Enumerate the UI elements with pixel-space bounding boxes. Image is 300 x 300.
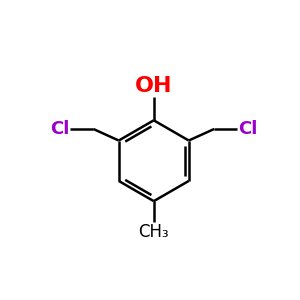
Text: Cl: Cl (50, 120, 69, 138)
Text: CH₃: CH₃ (138, 223, 169, 241)
Text: OH: OH (135, 76, 172, 96)
Text: Cl: Cl (238, 120, 258, 138)
